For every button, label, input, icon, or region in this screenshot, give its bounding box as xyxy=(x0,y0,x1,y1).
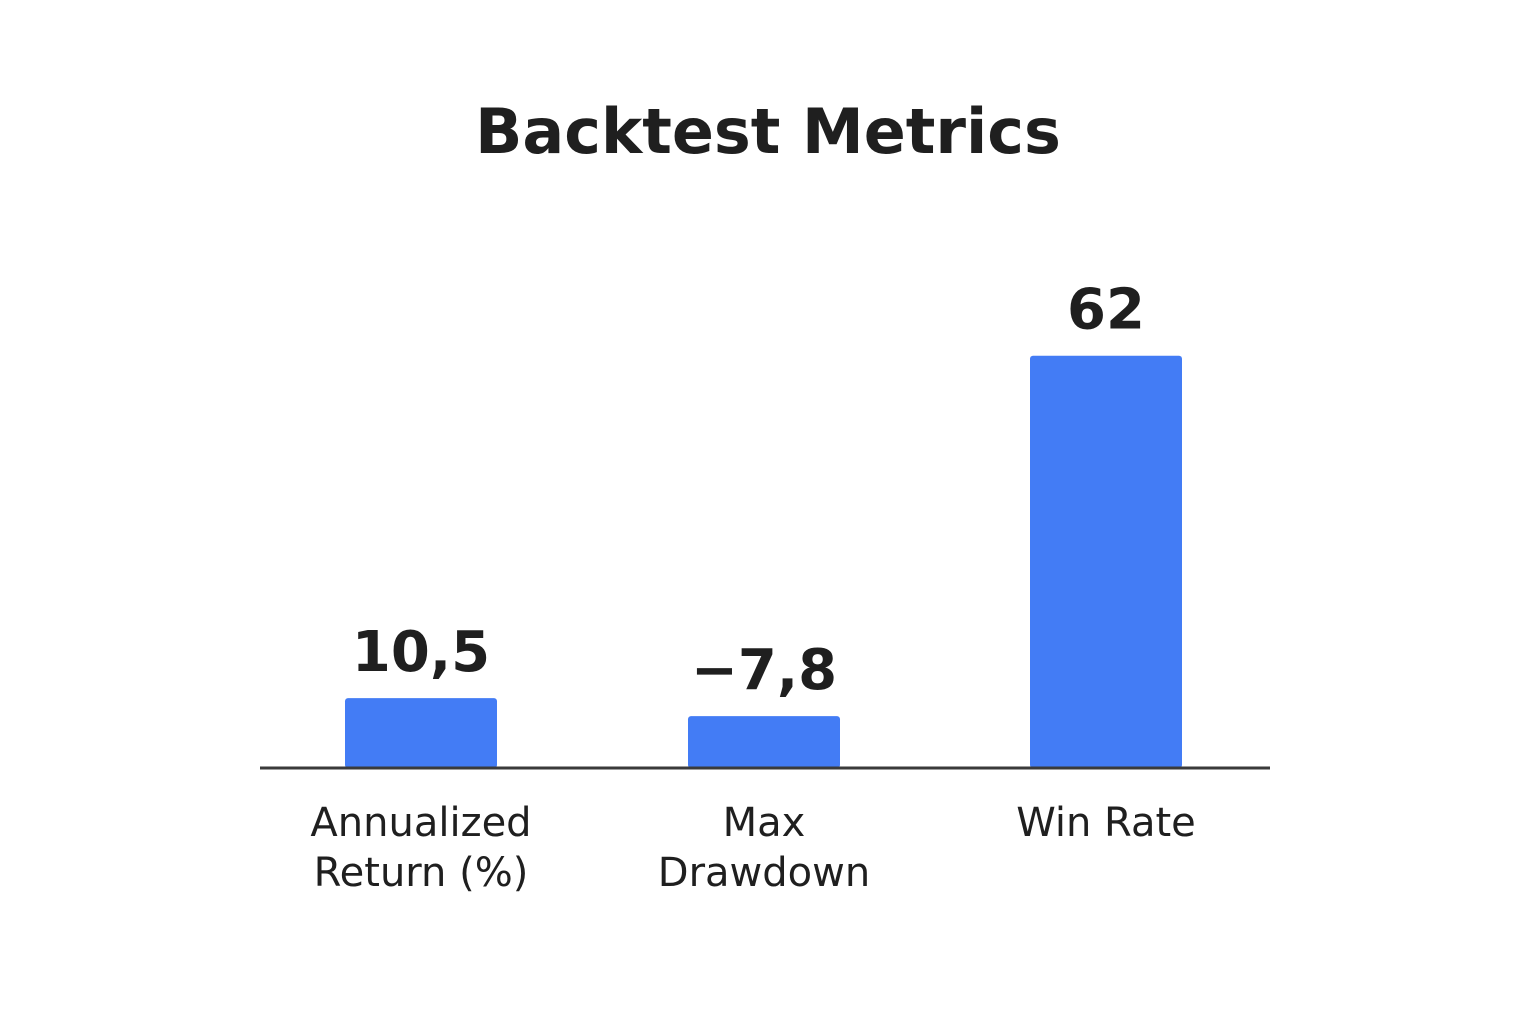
category-label-max-drawdown-line-2: Drawdown xyxy=(658,850,870,896)
value-label-max-drawdown: −7,8 xyxy=(691,638,837,703)
category-label-max-drawdown-line-1: Max xyxy=(723,800,806,846)
bar-win-rate xyxy=(1030,355,1182,768)
bar-max-drawdown xyxy=(688,716,840,768)
category-label-win-rate: Win Rate xyxy=(1016,800,1196,846)
value-label-win-rate: 62 xyxy=(1067,278,1145,343)
bars-group xyxy=(345,355,1182,768)
chart-title: Backtest Metrics xyxy=(475,95,1061,168)
value-label-annualized-return: 10,5 xyxy=(352,620,490,685)
category-label-annualized-return-line-1: Annualized xyxy=(310,800,531,846)
category-label-annualized-return-line-2: Return (%) xyxy=(314,850,529,896)
value-labels-group: 10,5 −7,8 62 xyxy=(352,278,1145,703)
bar-annualized-return xyxy=(345,698,497,768)
